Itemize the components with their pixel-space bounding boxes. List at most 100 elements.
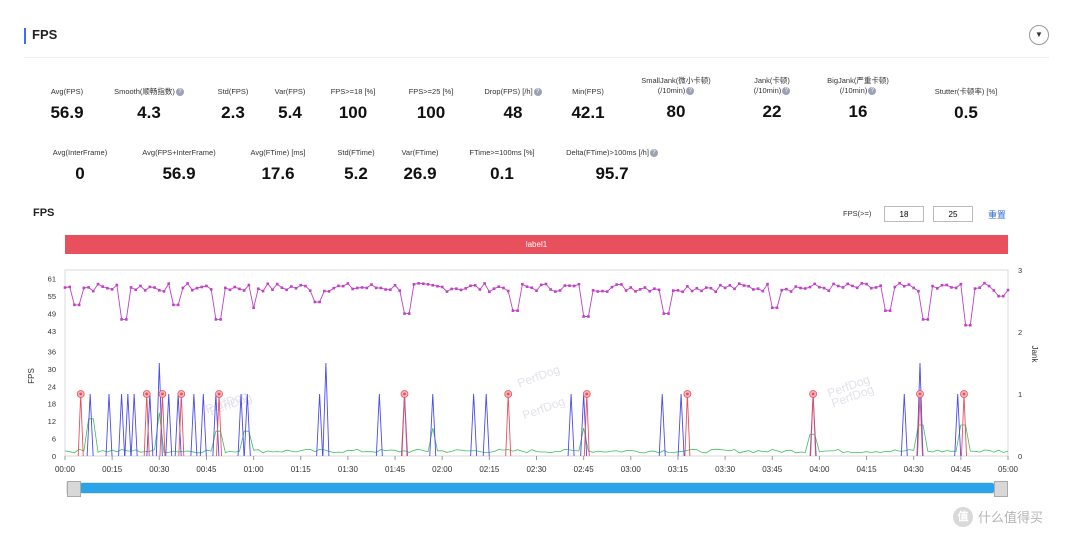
- metric-label: Var(FPS): [230, 87, 350, 97]
- fps-point: [723, 286, 727, 290]
- time-range-selection[interactable]: [80, 483, 994, 493]
- fps-point: [931, 284, 934, 288]
- fps-point: [671, 289, 675, 292]
- fps-point: [134, 288, 138, 292]
- fps-point: [337, 284, 340, 288]
- fps-point: [224, 286, 227, 290]
- help-icon[interactable]: ?: [782, 87, 791, 96]
- row1-metric: FPS>=18 [%] 100: [293, 87, 413, 123]
- y-left-tick-label: 49: [48, 310, 56, 319]
- fps-point: [624, 289, 628, 292]
- row1-metric: Var(FPS) 5.4: [230, 87, 350, 123]
- jank-spike: [677, 393, 685, 457]
- fps-point: [82, 286, 86, 290]
- row2-metric: Avg(FTime) [ms] 17.6: [218, 148, 338, 184]
- fps-point: [846, 282, 849, 286]
- fps-point: [568, 284, 571, 288]
- fps-point: [818, 285, 821, 289]
- fps-point: [195, 286, 199, 290]
- fps-point: [153, 286, 156, 289]
- fps-point: [266, 282, 270, 286]
- fps-point: [554, 290, 557, 293]
- fps-point: [544, 282, 548, 286]
- help-icon[interactable]: ?: [868, 87, 877, 96]
- fps-point: [205, 284, 208, 288]
- fps-point: [563, 284, 567, 287]
- metric-label: Std(FTime): [296, 148, 416, 158]
- fps-point: [770, 306, 774, 310]
- fps-point: [176, 303, 180, 307]
- row1-metric: Jank(卡顿) (/10min)? 22: [712, 76, 832, 122]
- x-tick-label: 03:30: [715, 465, 736, 474]
- plot-frame: [64, 269, 1009, 457]
- fps-point: [983, 281, 986, 285]
- fps-point: [101, 285, 105, 288]
- fps-point: [214, 318, 218, 321]
- fps-point: [365, 286, 369, 290]
- fps-point: [577, 282, 581, 286]
- row1-metric: Std(FPS) 2.3: [173, 87, 293, 123]
- row1-metric: BigJank(严重卡顿) (/10min)? 16: [798, 76, 918, 122]
- metric-label: FTime>=100ms [%]: [442, 148, 562, 158]
- fps-point: [997, 294, 1000, 298]
- metric-value: 42.1: [571, 103, 605, 122]
- jank-spike: [86, 393, 94, 457]
- fps-point: [384, 288, 387, 291]
- metric-unit-text: (/10min): [839, 86, 868, 95]
- fps-point: [766, 282, 769, 286]
- y-left-tick-label: 30: [48, 365, 56, 374]
- fps-point: [756, 287, 760, 290]
- fps-point: [323, 289, 326, 293]
- fps-point: [855, 286, 859, 290]
- time-range-handle-right[interactable]: [994, 481, 1008, 497]
- help-icon[interactable]: ?: [649, 149, 658, 158]
- jank-spike: [316, 393, 324, 457]
- label-bar[interactable]: label1: [65, 235, 1008, 254]
- jank-spike: [199, 393, 207, 457]
- fps-point: [662, 312, 666, 315]
- fps-point: [511, 309, 515, 312]
- fps-point: [761, 289, 765, 293]
- x-tick-label: 02:30: [526, 465, 547, 474]
- y-left-tick-label: 12: [48, 417, 56, 426]
- fps-point: [907, 283, 911, 286]
- fps-point: [752, 288, 755, 291]
- jank-spike: [470, 393, 478, 457]
- help-icon[interactable]: ?: [686, 87, 695, 96]
- fps-point: [426, 282, 430, 286]
- bigjank-spike: [77, 393, 84, 457]
- fps-point: [299, 283, 303, 287]
- reset-link[interactable]: 重置: [988, 210, 1007, 220]
- metric-value: 0.1: [490, 164, 514, 183]
- fps-point: [968, 323, 972, 327]
- fps-point: [869, 286, 873, 290]
- fps-threshold-input-2[interactable]: [933, 206, 973, 222]
- metric-label-text: BigJank(严重卡顿): [827, 76, 889, 85]
- metric-label: Drop(FPS) [/h]?: [453, 87, 573, 97]
- x-tick-label: 00:30: [149, 465, 170, 474]
- metric-label-text: Avg(FPS): [50, 87, 84, 96]
- fps-point: [836, 284, 840, 288]
- fps-point: [464, 287, 468, 290]
- chevron-down-icon[interactable]: ▼: [1029, 25, 1049, 45]
- fps-point: [516, 309, 519, 312]
- bigjank-marker-dot: [962, 392, 966, 396]
- metric-value: 2.3: [221, 103, 245, 122]
- x-tick-label: 04:00: [809, 465, 830, 474]
- help-icon[interactable]: ?: [175, 88, 184, 97]
- metric-value: 0: [75, 164, 85, 183]
- fps-point: [252, 306, 255, 310]
- fps-threshold-input-1[interactable]: [884, 206, 924, 222]
- y-right-axis-label: Jank: [1030, 346, 1039, 364]
- bigjank-marker-dot: [506, 392, 510, 396]
- fps-point: [978, 286, 982, 290]
- time-range-handle-left[interactable]: [67, 481, 81, 497]
- metric-value: 48: [503, 103, 523, 122]
- row2-metric: FTime>=100ms [%] 0.1: [442, 148, 562, 184]
- fps-point: [935, 287, 939, 290]
- y-left-tick-label: 36: [48, 347, 56, 356]
- metric-label: Jank(卡顿): [712, 76, 832, 86]
- metric-value: 80: [666, 102, 686, 121]
- help-icon[interactable]: ?: [533, 88, 542, 97]
- x-tick-label: 04:30: [904, 465, 925, 474]
